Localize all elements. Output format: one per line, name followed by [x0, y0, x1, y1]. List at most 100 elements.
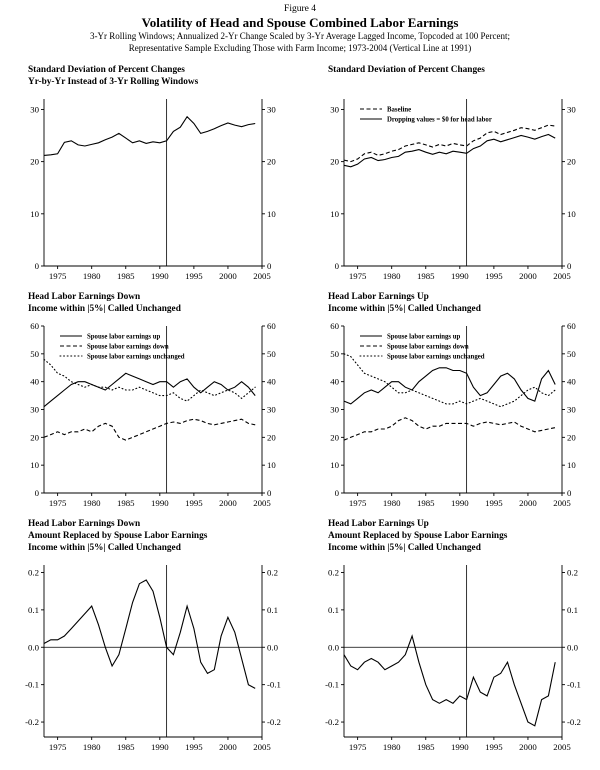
x-tick-label: 2000 [219, 742, 237, 752]
x-tick-label: 2000 [519, 742, 537, 752]
y-tick-label: 10 [30, 209, 39, 219]
y-tick-label: 0 [35, 488, 40, 498]
x-tick-label: 1985 [417, 742, 435, 752]
y-tick-label: 10 [267, 460, 276, 470]
x-tick-label: 1995 [185, 271, 203, 281]
y-tick-label: 0.0 [267, 642, 279, 652]
y-tick-label: 0.2 [28, 567, 39, 577]
x-tick-label: 1995 [185, 498, 203, 508]
y-tick-label: 0.2 [328, 567, 339, 577]
x-tick-label: 1995 [485, 271, 503, 281]
x-tick-label: 1990 [451, 742, 469, 752]
y-tick-label: 30 [330, 405, 339, 415]
y-tick-label: -0.2 [267, 717, 281, 727]
x-tick-label: 1990 [451, 271, 469, 281]
x-tick-label: 2000 [519, 271, 537, 281]
panel-head-down-shares: Head Labor Earnings Down Income within |… [0, 286, 300, 513]
x-tick-label: 2005 [253, 742, 271, 752]
y-tick-label: 0.0 [28, 642, 40, 652]
y-tick-label: 0.2 [267, 567, 278, 577]
y-tick-label: 0.0 [328, 642, 340, 652]
y-tick-label: -0.2 [567, 717, 581, 727]
y-tick-label: 0 [35, 261, 40, 271]
series-line-dotted [343, 353, 556, 408]
panel-title-block: Head Labor Earnings Down Amount Replaced… [8, 518, 298, 557]
series-line-solid [343, 367, 556, 405]
y-tick-label: 10 [330, 209, 339, 219]
y-tick-label: 40 [567, 377, 576, 387]
x-tick-label: 1975 [349, 498, 367, 508]
head-up-replacement-chart: 0.2 0.2 0.1 0.1 0.0 0.0 -0.1 -0.1 -0.2 -0.2 1975 19… [325, 565, 581, 752]
y-tick-label: 0 [335, 261, 340, 271]
y-tick-label: 20 [30, 157, 39, 167]
x-tick-label: 1975 [49, 498, 67, 508]
y-tick-label: 10 [330, 460, 339, 470]
y-tick-label: 10 [267, 209, 276, 219]
x-tick-label: 1990 [151, 271, 169, 281]
y-tick-label: 30 [30, 405, 39, 415]
x-tick-label: 1985 [117, 498, 135, 508]
y-tick-label: 30 [267, 104, 276, 114]
y-tick-label: 50 [267, 349, 276, 359]
x-tick-label: 1985 [117, 742, 135, 752]
panel-title-line: Head Labor Earnings Up [328, 292, 429, 302]
series-line-solid [43, 115, 256, 156]
y-tick-label: 20 [330, 157, 339, 167]
y-tick-label: 0.1 [567, 605, 578, 615]
y-tick-label: 20 [267, 432, 276, 442]
y-tick-label: 0.1 [267, 605, 278, 615]
panel-title-line: Head Labor Earnings Down [28, 292, 141, 302]
y-tick-label: -0.2 [25, 717, 39, 727]
y-tick-label: 50 [567, 349, 576, 359]
x-tick-label: 2005 [253, 498, 271, 508]
series-line-dashed [343, 124, 556, 163]
y-tick-label: 10 [567, 209, 576, 219]
y-tick-label: -0.1 [325, 680, 339, 690]
x-tick-label: 1980 [83, 498, 101, 508]
y-tick-label: 60 [330, 321, 339, 331]
stddev-yr-by-yr-chart: 0 0 10 10 20 20 30 30 1975 1980 1985 1990 1995 2000 20… [30, 99, 276, 281]
legend-label: Baseline [387, 107, 411, 114]
x-tick-label: 1995 [485, 742, 503, 752]
figure-subtitle-line1: 3-Yr Rolling Windows; Annualized 2-Yr Ch… [90, 31, 510, 41]
figure-header: Figure 4 Volatility of Head and Spouse C… [0, 0, 600, 54]
y-tick-label: 50 [30, 349, 39, 359]
legend-label: Spouse labor earnings up [387, 334, 461, 341]
y-tick-label: 0.1 [28, 605, 39, 615]
series-line-solid [343, 634, 556, 727]
stddev-dropping-zero-chart: 0 0 10 10 20 20 30 30 1975 1980 1985 1990 1995 2000 20… [330, 99, 576, 281]
panel-title-block: Head Labor Earnings Up Amount Replaced b… [308, 518, 598, 557]
x-tick-label: 1990 [451, 498, 469, 508]
x-tick-label: 2005 [553, 498, 571, 508]
panel-head-up-shares: Head Labor Earnings Up Income within |5%… [300, 286, 600, 513]
legend-label: Spouse labor earnings unchanged [387, 354, 485, 361]
y-tick-label: 0 [267, 261, 272, 271]
y-tick-label: 30 [567, 405, 576, 415]
y-tick-label: 60 [267, 321, 276, 331]
x-tick-label: 1980 [83, 742, 101, 752]
legend-label: Spouse labor earnings unchanged [87, 354, 185, 361]
x-tick-label: 2005 [553, 742, 571, 752]
figure-subtitle-line2: Representative Sample Excluding Those wi… [128, 42, 472, 53]
y-tick-label: 20 [567, 432, 576, 442]
y-tick-label: 30 [30, 104, 39, 114]
x-tick-label: 1975 [349, 271, 367, 281]
x-tick-label: 1975 [349, 742, 367, 752]
series-line-dotted [43, 358, 256, 402]
x-tick-label: 1985 [417, 498, 435, 508]
x-tick-label: 2000 [219, 498, 237, 508]
series-line-dashed [343, 417, 556, 441]
panel-title-line: Income within |5%| Called Unchanged [328, 543, 481, 553]
legend-label: Spouse labor earnings up [87, 334, 161, 341]
panel-title-block: Head Labor Earnings Down Income within |… [8, 291, 298, 318]
head-down-replacement-chart: 0.2 0.2 0.1 0.1 0.0 0.0 -0.1 -0.1 -0.2 -0.2 1975 19… [25, 565, 281, 752]
legend-label: Dropping values = $0 for head labor [387, 117, 492, 124]
y-tick-label: 60 [30, 321, 39, 331]
y-tick-label: 0.0 [567, 642, 579, 652]
y-tick-label: 20 [567, 157, 576, 167]
panel-title-line: Income within |5%| Called Unchanged [28, 304, 181, 314]
head-down-shares-chart: 0 0 10 10 20 20 30 30 40 40 50 50 60 60 1975 1980 1985 19… [30, 321, 276, 508]
head-up-shares-chart: 0 0 10 10 20 20 30 30 40 40 50 50 60 60 1975 1980 1985 19… [330, 321, 576, 508]
figure-title: Volatility of Head and Spouse Combined L… [141, 15, 459, 30]
x-tick-label: 1995 [185, 742, 203, 752]
